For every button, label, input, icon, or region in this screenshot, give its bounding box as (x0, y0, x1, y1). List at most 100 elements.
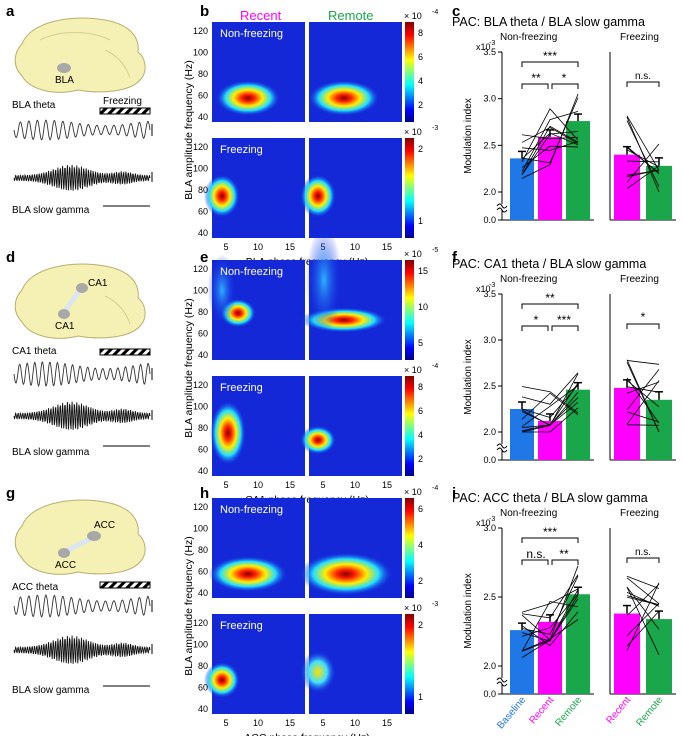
bla-region-dot (58, 309, 70, 319)
colorbar (405, 260, 414, 360)
y-tick-label: 60 (198, 91, 208, 101)
y-tick-label: 3.0 (483, 523, 496, 533)
comodulogram-panel (309, 376, 402, 476)
theta-trace-d (13, 361, 151, 387)
sig-label: ** (559, 547, 569, 561)
group-label-freezing: Freezing (620, 508, 659, 519)
subject-line (521, 384, 579, 419)
subject-line (521, 372, 579, 405)
subject-line (626, 359, 660, 433)
y-tick-label: 80 (198, 307, 208, 317)
panel-label-e: e (200, 249, 208, 266)
gamma-trace-a (13, 164, 151, 191)
bar-nonfreezing (566, 389, 590, 460)
colorbar-exponent: × 10 (404, 127, 422, 137)
brain-label-bla: ACC (55, 560, 76, 571)
subject-line (521, 589, 579, 642)
sig-label: * (562, 71, 567, 85)
panel-label-g: g (6, 485, 15, 502)
x-tick-label: 15 (285, 480, 295, 490)
sig-label-freezing: n.s. (635, 547, 651, 558)
theta-trace-g (13, 594, 151, 618)
subject-line (521, 131, 579, 176)
gamma-trace-d (13, 401, 151, 430)
y-scale-label: x10 (476, 42, 491, 52)
subject-line (626, 575, 660, 589)
y-tick-label: 2.0 (483, 661, 496, 671)
sig-bracket (551, 83, 579, 89)
x-category-label: Remote (553, 695, 584, 729)
y-tick-label: 3.0 (483, 94, 496, 104)
y-tick-label: 2.5 (483, 592, 496, 602)
chart-title: PAC: ACC theta / BLA slow gamma (452, 491, 648, 505)
y-tick-label: 60 (198, 329, 208, 339)
subject-line (521, 392, 579, 420)
colorbar-tick: 6 (418, 52, 423, 62)
subject-line (626, 381, 660, 394)
panel-label-b: b (200, 3, 209, 20)
subject-line (521, 386, 579, 414)
x-tick-label: 5 (223, 718, 228, 728)
y-tick-label: 80 (198, 69, 208, 79)
subject-line (626, 360, 660, 365)
y-tick-label: 60 (198, 445, 208, 455)
subject-line (521, 575, 579, 635)
pathway-line (61, 288, 83, 314)
trace-label-gamma-a: BLA slow gamma (12, 205, 90, 216)
sig-bracket (521, 537, 579, 543)
trace-label-theta-g: ACC theta (12, 582, 59, 593)
sig-label: ** (531, 71, 541, 85)
colorbar-tick: 2 (418, 576, 423, 586)
colorbar-exponent: × 10 (404, 603, 422, 613)
subject-line (626, 577, 660, 605)
colorbar-tick: 2 (418, 144, 423, 154)
x-tick-label: 10 (253, 480, 263, 490)
subject-line (521, 595, 579, 658)
colorbar-exponent: × 10 (404, 487, 422, 497)
group-label-freezing: Freezing (620, 274, 659, 285)
trace-label-theta-d: CA1 theta (12, 346, 57, 357)
sig-bracket (521, 559, 549, 565)
state-label: Freezing (220, 382, 263, 394)
sig-bracket (521, 325, 549, 331)
colorbar-tick: 1 (418, 216, 423, 226)
freezing-bar-a (99, 107, 151, 115)
x-tick-label: 5 (223, 242, 228, 252)
subject-line (521, 619, 579, 652)
subject-line (626, 165, 660, 189)
colorbar-exponent-sup: -3 (432, 125, 438, 132)
sig-label: *** (543, 49, 557, 63)
subject-line (626, 146, 660, 175)
colorbar-exponent: × 10 (404, 11, 422, 21)
subject-line (626, 602, 660, 637)
colorbar-exponent-sup: -3 (432, 601, 438, 608)
trace-label-theta-a: BLA theta (12, 100, 56, 111)
pac-hotspot (300, 425, 336, 455)
chart-title: PAC: BLA theta / BLA slow gamma (452, 15, 645, 29)
sig-bracket (551, 325, 579, 331)
ca1-region-dot (76, 283, 88, 293)
colorbar-tick: 8 (418, 28, 423, 38)
sig-label: ** (545, 291, 555, 305)
y-tick-label: 100 (193, 524, 208, 534)
sig-bracket-freezing (626, 557, 660, 563)
sig-label: n.s. (526, 547, 545, 561)
sig-label: * (534, 313, 539, 327)
x-tick-label: 10 (253, 718, 263, 728)
x-tick-label: 10 (350, 242, 360, 252)
y-tick-label: 80 (198, 423, 208, 433)
colorbar-tick: 4 (418, 540, 423, 550)
x-tick-label: 15 (382, 480, 392, 490)
sig-bracket (521, 303, 579, 309)
chart-title: PAC: CA1 theta / BLA slow gamma (452, 257, 646, 271)
x-category-label: Baseline (495, 695, 528, 732)
colorbar-tick: 10 (418, 302, 428, 312)
acc-region-dot (87, 531, 101, 541)
group-label-freezing: Freezing (620, 32, 659, 43)
theta-trace-a (13, 119, 151, 141)
bar-freezing (614, 154, 640, 220)
panel-label-d: d (6, 249, 15, 266)
colorbar-exponent: × 10 (404, 365, 422, 375)
bar-freezing (646, 399, 672, 460)
subject-line (626, 377, 660, 424)
